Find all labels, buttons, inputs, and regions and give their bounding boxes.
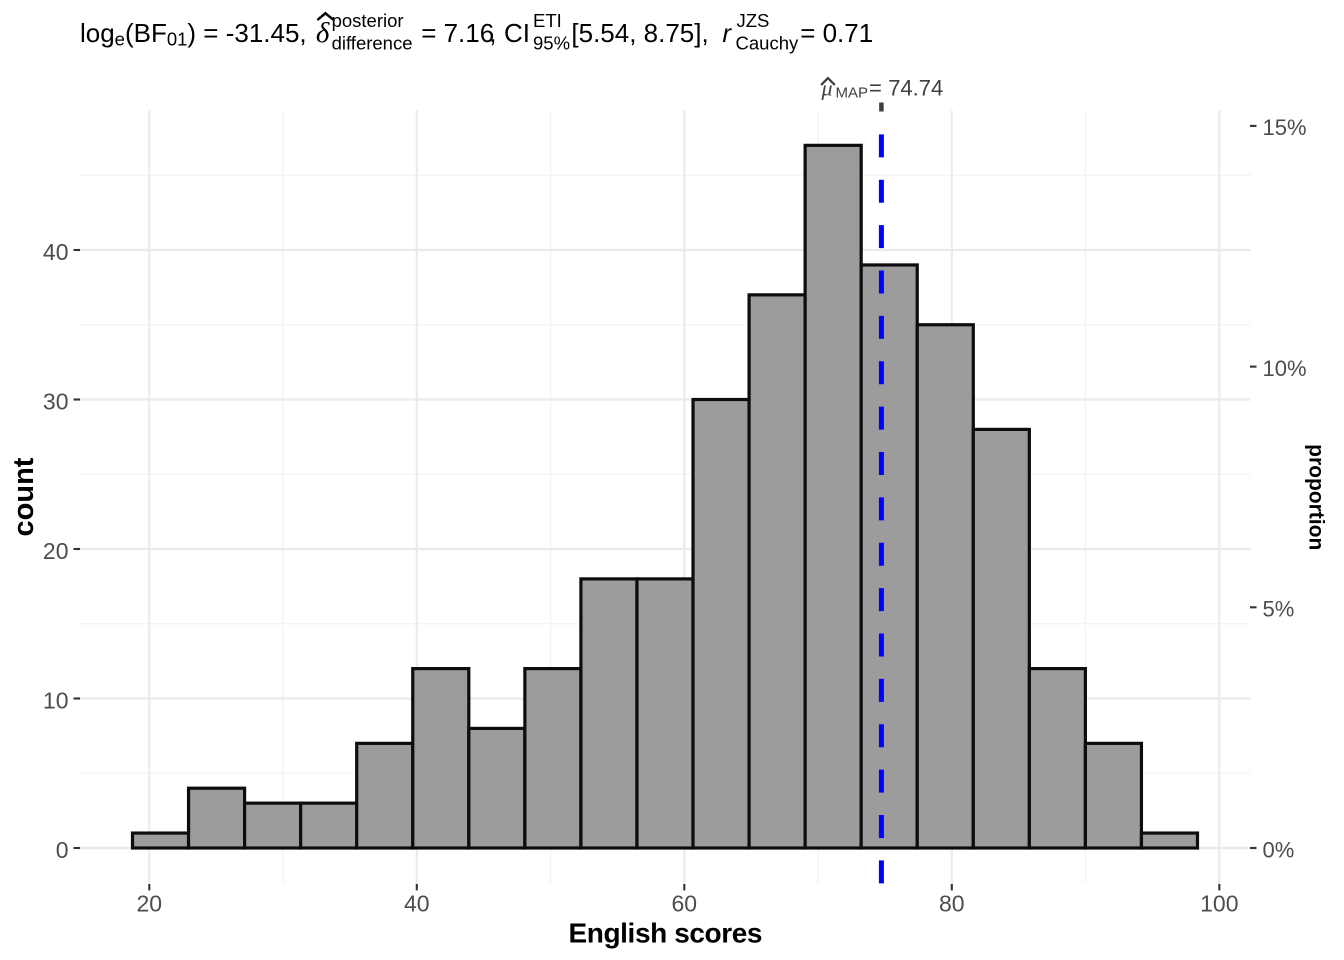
svg-text:r: r xyxy=(722,18,732,48)
svg-text:100: 100 xyxy=(1200,891,1238,917)
svg-text:40: 40 xyxy=(404,891,430,917)
svg-text:=: = xyxy=(869,76,882,101)
svg-text:= 0.71: = 0.71 xyxy=(800,18,873,48)
svg-text:60: 60 xyxy=(672,891,698,917)
svg-text:0%: 0% xyxy=(1263,837,1295,862)
svg-text:difference: difference xyxy=(332,33,413,54)
svg-text:e: e xyxy=(115,29,125,50)
svg-text:English scores: English scores xyxy=(569,917,763,948)
svg-text:5%: 5% xyxy=(1263,597,1295,622)
svg-text:95%: 95% xyxy=(533,33,570,54)
svg-text:10: 10 xyxy=(43,687,69,713)
svg-text:ETI: ETI xyxy=(533,10,562,31)
svg-text:30: 30 xyxy=(43,388,69,414)
svg-text:10%: 10% xyxy=(1263,356,1307,381)
svg-text:CI: CI xyxy=(504,18,530,48)
svg-text:74.74: 74.74 xyxy=(888,76,943,101)
svg-text:= 7.16: = 7.16 xyxy=(421,18,494,48)
svg-text:[5.54, 8.75],: [5.54, 8.75], xyxy=(571,18,708,48)
svg-text:20: 20 xyxy=(43,538,69,564)
svg-text:80: 80 xyxy=(939,891,965,917)
svg-text:20: 20 xyxy=(137,891,163,917)
svg-text:count: count xyxy=(8,457,40,536)
svg-text:40: 40 xyxy=(43,239,69,265)
svg-text:15%: 15% xyxy=(1263,115,1307,140)
svg-text:log: log xyxy=(80,18,115,48)
svg-text:posterior: posterior xyxy=(332,10,404,31)
svg-text:) = -31.45,: ) = -31.45, xyxy=(187,18,306,48)
svg-text:JZS: JZS xyxy=(737,10,770,31)
svg-text:01: 01 xyxy=(167,29,188,50)
svg-text:MAP: MAP xyxy=(836,84,869,101)
svg-text:(BF: (BF xyxy=(125,18,167,48)
svg-text:0: 0 xyxy=(56,837,69,863)
svg-text:,: , xyxy=(489,18,496,48)
svg-text:proportion: proportion xyxy=(1304,444,1327,550)
svg-text:Cauchy: Cauchy xyxy=(736,33,799,54)
svg-text:δ: δ xyxy=(316,17,330,49)
